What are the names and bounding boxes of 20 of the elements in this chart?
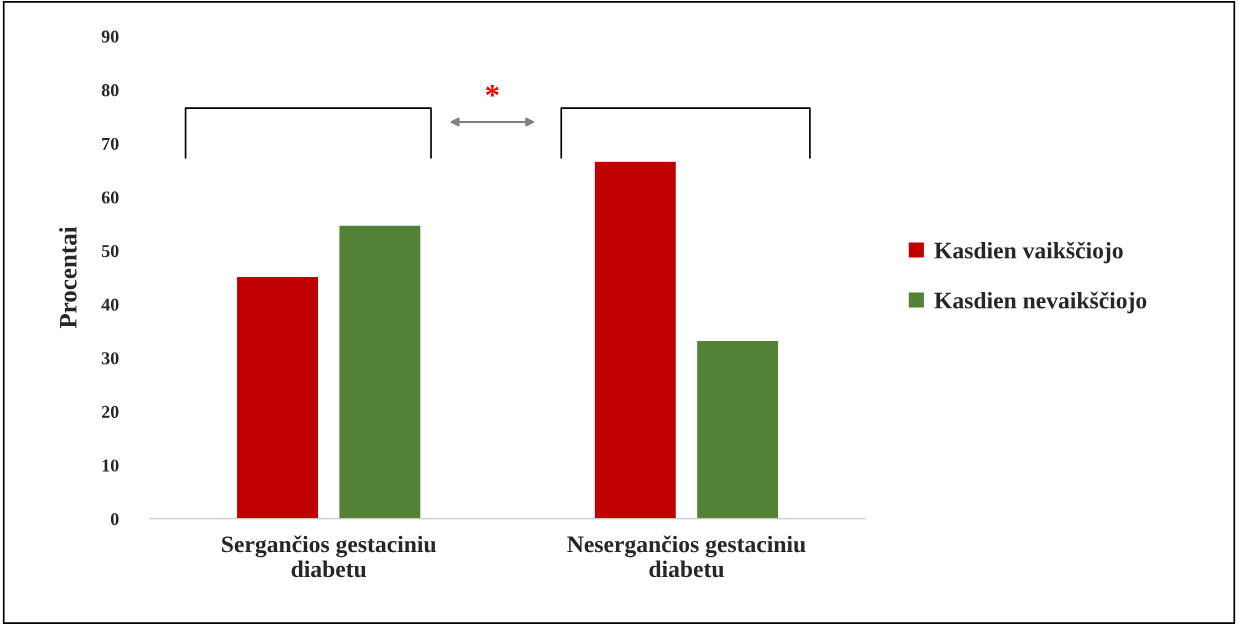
y-tick-label: 0: [110, 513, 119, 526]
y-tick-label: 30: [101, 352, 119, 365]
legend-label: Kasdien nevaikščiojo: [934, 291, 1147, 314]
bar: [338, 224, 422, 519]
y-tick-label: 10: [102, 459, 119, 472]
y-tick-label: 20: [101, 405, 119, 418]
y-tick-label: 70: [102, 137, 119, 150]
y-tick-label: 60: [101, 191, 119, 204]
x-tick-label: Nesergančios gestaciniu diabetu: [567, 535, 806, 578]
annotation: *: [486, 85, 499, 97]
y-tick-label: 50: [101, 244, 119, 258]
y-tick-label: 80: [101, 84, 119, 97]
bar: [695, 339, 780, 519]
y-tick-label: 90: [101, 30, 119, 43]
legend-label: Kasdien vaikščiojo: [934, 241, 1123, 264]
x-tick-label: Sergančios gestaciniu diabetu: [222, 535, 436, 578]
bar: [235, 275, 320, 519]
bar: [593, 160, 678, 519]
y-axis-title: Procentai: [59, 226, 77, 329]
y-tick-label: 40: [101, 298, 119, 311]
